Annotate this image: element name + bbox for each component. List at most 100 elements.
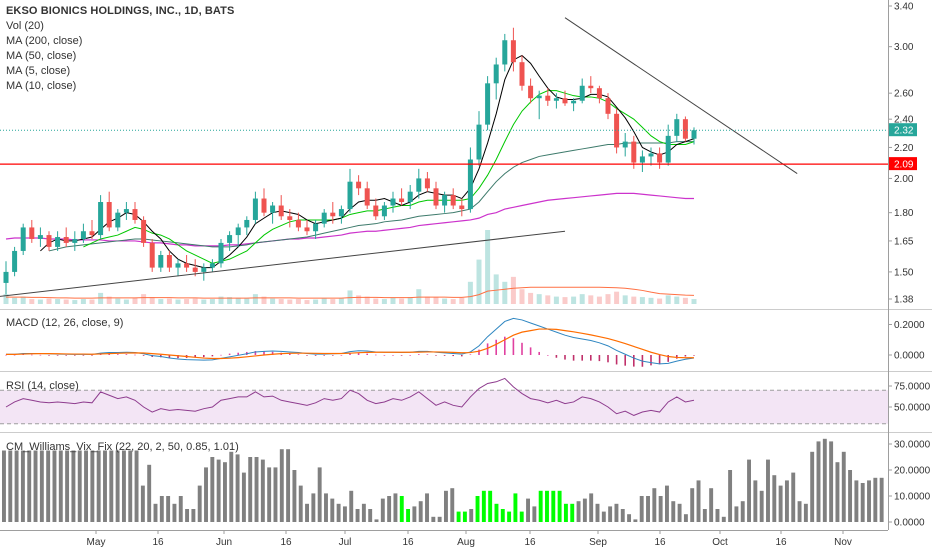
vixfix-bar <box>103 450 107 522</box>
candle-body <box>605 98 611 114</box>
vixfix-bar <box>241 472 246 522</box>
vixfix-bar <box>595 503 600 522</box>
vixfix-bar <box>431 516 436 522</box>
candle-body <box>63 237 69 243</box>
volume-bar <box>381 299 387 304</box>
volume-bar <box>502 281 508 304</box>
volume-bar <box>261 296 267 304</box>
macd-histogram-bar <box>254 351 257 355</box>
vixfix-bar <box>538 490 543 522</box>
vixfix-bar <box>797 501 802 522</box>
candle-body <box>545 95 551 101</box>
candle-body <box>674 119 680 136</box>
volume-bar <box>12 297 18 304</box>
x-tick-label: 16 <box>524 537 536 548</box>
ma50-line <box>48 141 694 252</box>
volume-bar <box>390 297 396 304</box>
legend-ma50[interactable]: MA (50, close) <box>6 50 77 62</box>
vixfix-bar <box>652 488 657 522</box>
vixfix-bar <box>728 470 733 522</box>
volume-bar <box>201 299 207 304</box>
legend-ma10[interactable]: MA (10, close) <box>6 80 77 92</box>
candle-body <box>433 188 439 206</box>
vixfix-bar <box>677 503 682 522</box>
vixfix-bar <box>816 441 821 522</box>
macd-histogram-bar <box>142 355 145 356</box>
candle-body <box>184 263 190 268</box>
vixfix-bar <box>406 509 411 522</box>
vixfix-bar <box>178 496 183 522</box>
macd-tick-label: 0.0000 <box>894 351 925 362</box>
volume-bar <box>46 298 52 304</box>
macd-signal-line <box>6 328 694 360</box>
vixfix-bar <box>627 514 632 522</box>
vixfix-bar <box>39 450 44 522</box>
macd-histogram-bar <box>684 355 687 357</box>
vixfix-label[interactable]: CM_Williams_Vix_Fix (22, 20, 2, 50, 0.85… <box>6 441 239 453</box>
volume-bar <box>235 297 241 304</box>
vixfix-bar <box>166 496 171 522</box>
vixfix-bar <box>784 480 789 522</box>
volume-bar <box>89 299 95 304</box>
volume-bar <box>313 299 319 304</box>
vixfix-bar <box>854 480 859 522</box>
legend-ma5[interactable]: MA (5, close) <box>6 65 71 77</box>
macd-label[interactable]: MACD (12, 26, close, 9) <box>6 317 124 329</box>
candle-body <box>476 124 482 160</box>
candle-body <box>459 205 465 210</box>
candle-body <box>115 212 121 228</box>
y-tick-label: 3.00 <box>894 42 914 53</box>
candle-body <box>407 191 413 203</box>
candle-body <box>399 198 405 203</box>
vixfix-bar <box>305 503 310 522</box>
macd-histogram-bar <box>667 355 669 362</box>
candle-body <box>373 205 379 217</box>
volume-bar <box>338 298 344 304</box>
candle-body <box>553 98 559 101</box>
volume-bar <box>459 297 465 304</box>
vixfix-bar <box>349 490 354 522</box>
macd-histogram-bar <box>31 354 33 356</box>
macd-histogram-bar <box>590 355 592 361</box>
rsi-label[interactable]: RSI (14, close) <box>6 380 79 392</box>
candle-body <box>37 235 43 239</box>
macd-histogram-bar <box>332 355 334 356</box>
candle-body <box>665 135 671 163</box>
candle-body <box>330 212 336 217</box>
vixfix-bar <box>709 488 714 522</box>
legend-ma200[interactable]: MA (200, close) <box>6 35 83 47</box>
support-price-label: 2.09 <box>894 160 914 171</box>
x-tick-label: May <box>87 537 106 548</box>
x-tick-label: Jun <box>216 537 232 548</box>
candle-body <box>295 219 301 228</box>
vixfix-bar <box>614 503 619 522</box>
vixfix-bar <box>33 450 38 522</box>
macd-histogram-bar <box>495 339 497 355</box>
vixfix-bar <box>52 450 57 522</box>
macd-tick-label: 0.2000 <box>894 320 925 331</box>
vixfix-bar <box>873 477 878 522</box>
volume-bar <box>80 299 86 304</box>
macd-histogram-bar <box>461 355 463 357</box>
vixfix-bar <box>835 462 840 522</box>
vixfix-bar <box>115 450 120 522</box>
legend-vol[interactable]: Vol (20) <box>6 20 44 32</box>
volume-bar <box>442 298 448 304</box>
vixfix-bar <box>223 462 227 522</box>
macd-histogram-bar <box>392 355 394 356</box>
vixfix-bar <box>563 503 568 522</box>
x-tick-label: Jul <box>339 537 352 548</box>
volume-bar <box>485 230 491 304</box>
volume-bar <box>115 298 121 304</box>
candle-body <box>682 119 688 139</box>
x-tick-label: Aug <box>457 537 475 548</box>
vixfix-bar <box>342 506 347 522</box>
volume-bar <box>218 296 224 304</box>
vixfix-bar <box>526 498 531 522</box>
volume-bar <box>278 299 284 304</box>
vixfix-bar <box>702 509 707 522</box>
vixfix-bar <box>374 519 379 522</box>
candle-body <box>536 95 542 99</box>
vixfix-bar <box>286 449 291 522</box>
